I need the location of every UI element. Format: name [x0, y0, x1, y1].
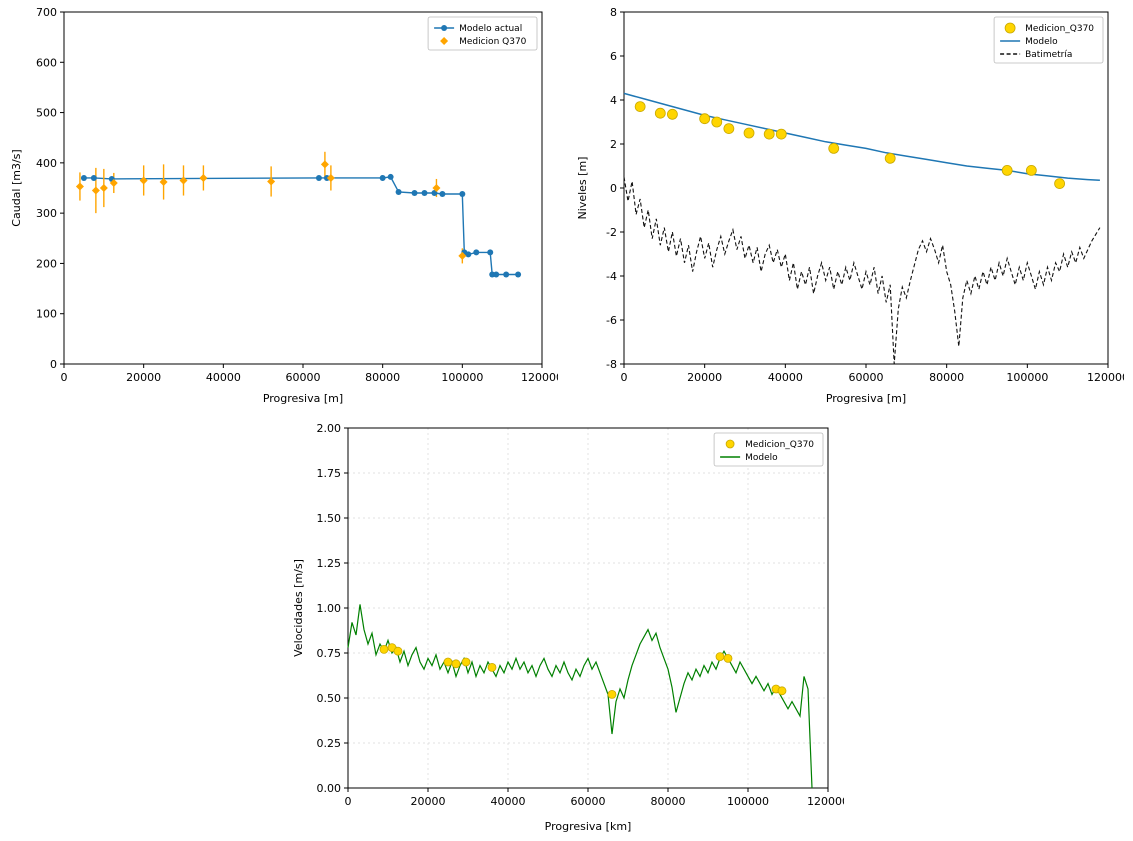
svg-text:-4: -4 — [606, 270, 617, 283]
svg-text:0: 0 — [621, 371, 628, 384]
svg-text:20000: 20000 — [126, 371, 161, 384]
svg-text:1.25: 1.25 — [317, 557, 342, 570]
svg-text:100000: 100000 — [1006, 371, 1048, 384]
svg-text:Progresiva [m]: Progresiva [m] — [826, 392, 906, 405]
svg-text:Velocidades [m/s]: Velocidades [m/s] — [292, 559, 305, 657]
svg-text:80000: 80000 — [651, 795, 686, 808]
svg-text:0.50: 0.50 — [317, 692, 342, 705]
svg-text:Caudal [m3/s]: Caudal [m3/s] — [10, 149, 23, 226]
svg-text:6: 6 — [610, 50, 617, 63]
svg-text:40000: 40000 — [491, 795, 526, 808]
svg-text:0: 0 — [610, 182, 617, 195]
svg-text:100000: 100000 — [441, 371, 483, 384]
svg-text:0: 0 — [345, 795, 352, 808]
svg-text:60000: 60000 — [571, 795, 606, 808]
svg-text:0.75: 0.75 — [317, 647, 342, 660]
svg-text:80000: 80000 — [929, 371, 964, 384]
svg-text:0.00: 0.00 — [317, 782, 342, 795]
svg-text:0.25: 0.25 — [317, 737, 342, 750]
svg-text:700: 700 — [36, 6, 57, 19]
svg-text:-8: -8 — [606, 358, 617, 371]
svg-text:60000: 60000 — [286, 371, 321, 384]
svg-text:Modelo: Modelo — [745, 453, 778, 463]
svg-text:80000: 80000 — [365, 371, 400, 384]
svg-text:100: 100 — [36, 308, 57, 321]
svg-text:40000: 40000 — [768, 371, 803, 384]
svg-text:-6: -6 — [606, 314, 617, 327]
svg-text:0: 0 — [50, 358, 57, 371]
svg-text:Modelo actual: Modelo actual — [459, 24, 522, 34]
svg-text:Medicion_Q370: Medicion_Q370 — [745, 440, 814, 450]
svg-text:60000: 60000 — [849, 371, 884, 384]
svg-text:100000: 100000 — [727, 795, 769, 808]
svg-text:Modelo: Modelo — [1025, 37, 1058, 47]
svg-text:2.00: 2.00 — [317, 422, 342, 435]
svg-text:1.00: 1.00 — [317, 602, 342, 615]
svg-text:Medicion_Q370: Medicion_Q370 — [1025, 24, 1094, 34]
svg-text:20000: 20000 — [411, 795, 446, 808]
svg-text:-2: -2 — [606, 226, 617, 239]
svg-text:1.75: 1.75 — [317, 467, 342, 480]
svg-text:0: 0 — [61, 371, 68, 384]
svg-text:Niveles [m]: Niveles [m] — [576, 157, 589, 220]
svg-text:Progresiva [m]: Progresiva [m] — [263, 392, 343, 405]
svg-text:4: 4 — [610, 94, 617, 107]
svg-text:600: 600 — [36, 56, 57, 69]
svg-text:300: 300 — [36, 207, 57, 220]
svg-text:Batimetría: Batimetría — [1025, 50, 1072, 60]
svg-text:Medicion Q370: Medicion Q370 — [459, 37, 527, 47]
svg-text:500: 500 — [36, 107, 57, 120]
svg-text:400: 400 — [36, 157, 57, 170]
svg-text:Progresiva [km]: Progresiva [km] — [545, 820, 632, 833]
svg-text:2: 2 — [610, 138, 617, 151]
svg-text:1.50: 1.50 — [317, 512, 342, 525]
svg-text:20000: 20000 — [687, 371, 722, 384]
svg-text:40000: 40000 — [206, 371, 241, 384]
svg-text:200: 200 — [36, 257, 57, 270]
svg-text:8: 8 — [610, 6, 617, 19]
